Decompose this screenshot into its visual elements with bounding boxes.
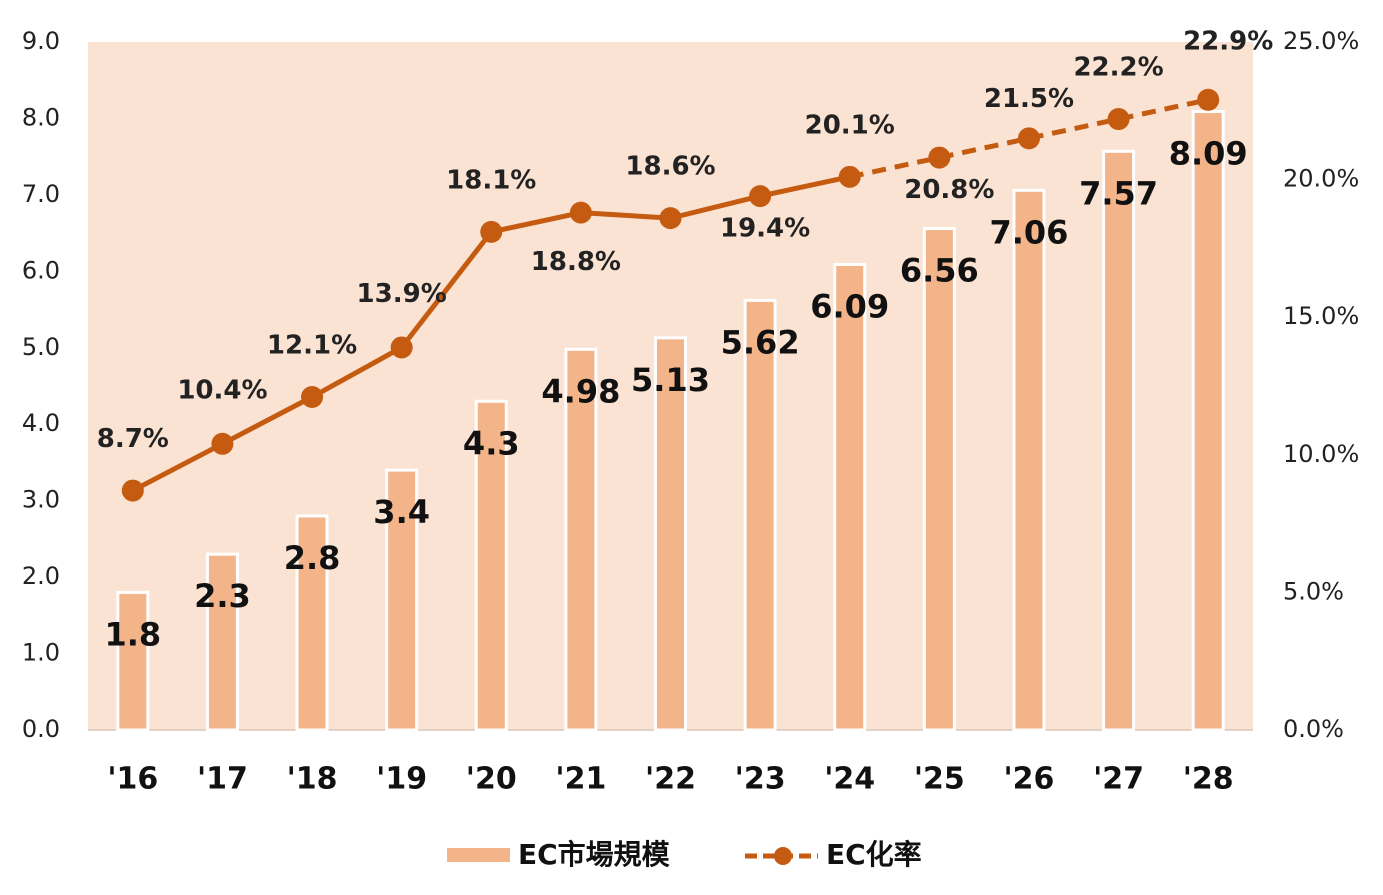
y-tick-label: 2.0	[22, 562, 60, 590]
bar-value-label: 1.8	[104, 615, 161, 653]
legend-label: EC化率	[826, 838, 922, 871]
bar	[474, 399, 508, 732]
bar-value-label: 8.09	[1169, 135, 1248, 173]
line-marker	[480, 220, 503, 243]
x-tick-label: '16	[107, 762, 158, 797]
y2-tick-label: 20.0%	[1283, 165, 1359, 193]
bar	[564, 347, 598, 732]
line	[849, 97, 1209, 180]
bar-value-label: 2.3	[194, 577, 251, 615]
line-value-label: 22.9%	[1183, 26, 1273, 56]
bar-value-label: 6.56	[900, 252, 979, 290]
bar-value-label: 5.62	[721, 323, 800, 361]
y-tick-label: 6.0	[22, 256, 60, 284]
y-tick-label: 1.0	[22, 639, 60, 667]
line-value-label: 18.6%	[625, 152, 715, 182]
bar-value-label: 4.98	[541, 372, 620, 410]
bar-value-label: 4.3	[463, 424, 520, 462]
bar	[385, 468, 419, 732]
y2-tick-label: 15.0%	[1283, 302, 1359, 330]
line-value-label: 18.1%	[446, 165, 536, 195]
bar	[205, 552, 239, 732]
x-tick-label: '19	[376, 762, 427, 797]
line-value-label: 19.4%	[720, 214, 810, 244]
bar-value-label: 7.57	[1079, 174, 1158, 212]
bar	[743, 298, 777, 732]
y-tick-label: 5.0	[22, 333, 60, 361]
y2-tick-label: 0.0%	[1283, 715, 1344, 743]
x-tick-label: '27	[1093, 762, 1144, 797]
line-marker	[659, 207, 682, 230]
y-tick-label: 8.0	[22, 103, 60, 131]
y2-tick-label: 10.0%	[1283, 440, 1359, 468]
bar	[922, 227, 956, 732]
line-marker	[211, 432, 234, 455]
y2-tick-label: 5.0%	[1283, 577, 1344, 605]
line-value-label: 13.9%	[357, 279, 447, 309]
x-tick-label: '20	[466, 762, 517, 797]
y-tick-label: 7.0	[22, 180, 60, 208]
line-value-label: 20.1%	[805, 110, 895, 140]
line-value-label: 8.7%	[97, 424, 169, 454]
y-tick-label: 9.0	[22, 27, 60, 55]
x-tick-label: '24	[824, 762, 875, 797]
line-value-label: 22.2%	[1073, 53, 1163, 83]
y-tick-label: 0.0	[22, 715, 60, 743]
bar	[654, 336, 687, 732]
y2-tick-label: 25.0%	[1283, 27, 1359, 55]
y-tick-label: 3.0	[22, 486, 60, 514]
legend-swatch-marker	[774, 847, 792, 865]
line-marker	[301, 386, 324, 409]
bar-value-label: 7.06	[989, 213, 1068, 251]
line-marker	[1197, 88, 1220, 111]
bar	[1191, 110, 1225, 732]
line-marker	[838, 165, 861, 188]
bar	[116, 590, 150, 732]
x-tick-label: '25	[914, 762, 965, 797]
line-value-label: 21.5%	[984, 84, 1074, 114]
bar-value-label: 6.09	[810, 287, 889, 325]
x-tick-label: '21	[555, 762, 606, 797]
x-tick-label: '23	[735, 762, 786, 797]
x-tick-label: '17	[197, 762, 248, 797]
x-tick-label: '18	[287, 762, 338, 797]
line-value-label: 18.8%	[531, 247, 621, 277]
line-value-label: 10.4%	[177, 375, 267, 405]
x-tick-label: '22	[645, 762, 696, 797]
x-tick-label: '28	[1183, 762, 1234, 797]
legend-label: EC市場規模	[518, 838, 671, 871]
line-value-label: 20.8%	[904, 175, 994, 205]
line-marker	[1107, 108, 1130, 131]
y-tick-label: 4.0	[22, 409, 60, 437]
bar-value-label: 5.13	[631, 361, 710, 399]
line-value-label: 12.1%	[267, 331, 357, 361]
line-marker	[121, 479, 144, 502]
line-marker	[928, 146, 951, 169]
bar	[1102, 149, 1136, 732]
legend-swatch	[447, 848, 510, 862]
x-tick-label: '26	[1003, 762, 1054, 797]
bar	[833, 262, 867, 732]
line-marker	[390, 336, 413, 359]
line-marker	[749, 185, 772, 208]
line-marker	[569, 201, 592, 224]
bar-value-label: 3.4	[373, 493, 430, 531]
line-marker	[1017, 127, 1040, 150]
bar	[295, 514, 329, 732]
bar-value-label: 2.8	[284, 539, 341, 577]
bar	[1012, 188, 1046, 732]
